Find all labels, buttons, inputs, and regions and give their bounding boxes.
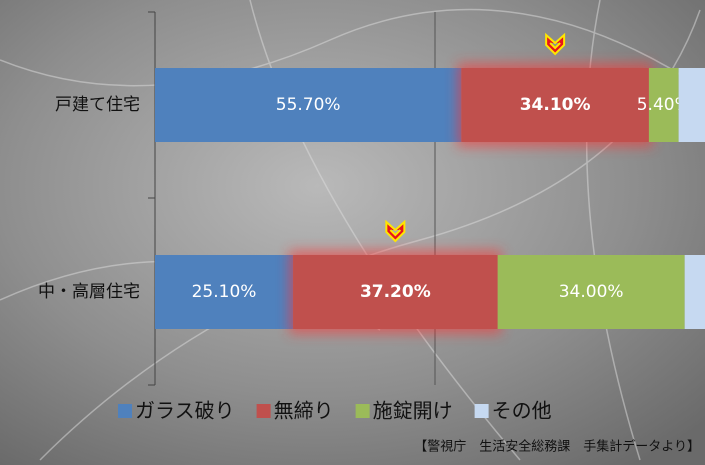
category-label: 戸建て住宅 (55, 95, 140, 115)
value-label: 34.10% (520, 95, 591, 115)
source-note: 【警視庁 生活安全総務課 手集計データより】 (414, 439, 700, 455)
legend-swatch (257, 404, 271, 418)
bar-segment (679, 68, 705, 142)
legend-swatch (356, 404, 370, 418)
legend-label: ガラス破り (135, 399, 235, 423)
value-label: 37.20% (360, 282, 431, 302)
value-label: 34.00% (559, 282, 624, 302)
legend-swatch (118, 404, 132, 418)
category-label: 中・高層住宅 (38, 282, 140, 302)
legend-label: その他 (492, 399, 552, 423)
legend-label: 無締り (274, 399, 334, 423)
value-label: 25.10% (192, 282, 257, 302)
legend-swatch (475, 404, 489, 418)
legend-label: 施錠開け (373, 399, 453, 423)
bar-segment (685, 255, 705, 329)
chart: 【警視庁 生活安全総務課 手集計データより】 戸建て住宅 55.70% 34.10%… (0, 0, 705, 465)
value-label: 55.70% (276, 95, 341, 115)
